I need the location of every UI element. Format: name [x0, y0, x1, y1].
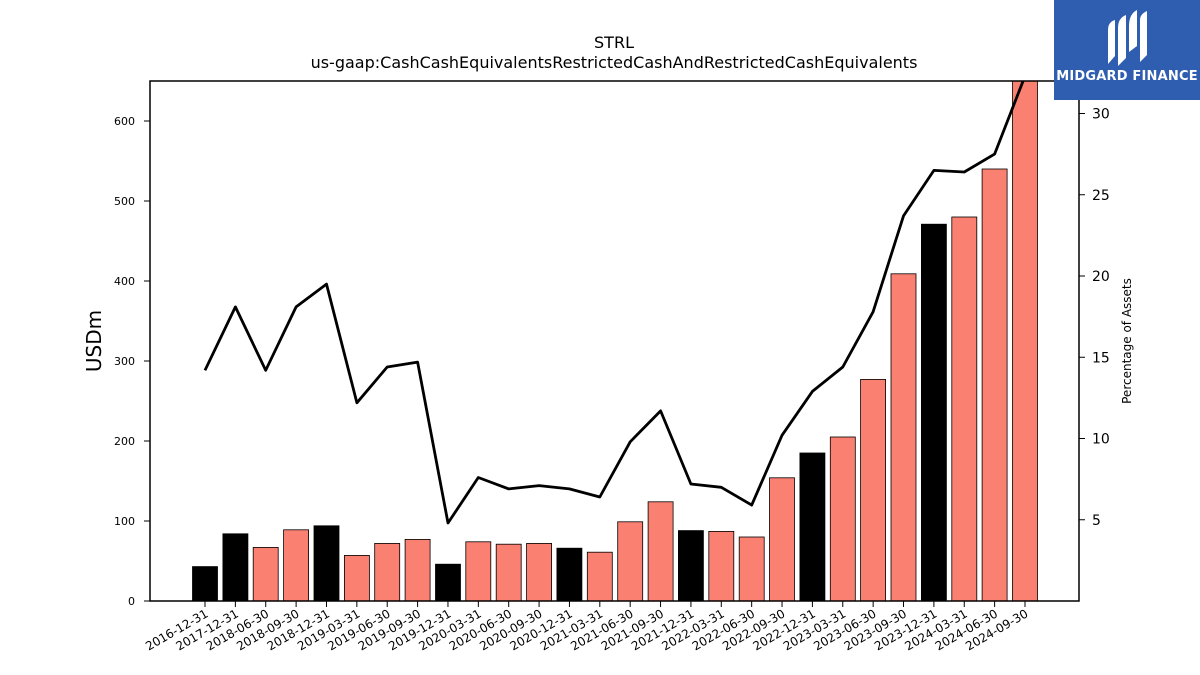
y-tick-label: 0 [128, 595, 135, 608]
plot-frame [149, 80, 1080, 602]
chart-title: STRL [594, 33, 634, 52]
bar-2021-12-31 [678, 530, 704, 602]
bar-2020-06-30 [495, 543, 522, 602]
bar-2023-06-30 [860, 378, 886, 602]
y-tick-label: 500 [114, 195, 135, 208]
bar-2021-03-31 [586, 551, 613, 602]
bar-2022-06-30 [738, 536, 765, 602]
bar-2023-09-30 [890, 273, 917, 602]
bar-2021-06-30 [617, 521, 644, 602]
bar-2022-09-30 [769, 477, 795, 602]
y-tick-label: 600 [114, 115, 135, 128]
bar-2023-03-31 [829, 436, 856, 602]
bar-2018-09-30 [283, 529, 310, 602]
y2-tick-label: 15 [1092, 350, 1110, 366]
logo-mark-icon [1108, 10, 1147, 66]
bar-2019-06-30 [374, 543, 401, 602]
bar-2018-12-31 [313, 525, 340, 602]
y2-axis-label: Percentage of Assets [1120, 278, 1134, 404]
chart-subtitle: us-gaap:CashCashEquivalentsRestrictedCas… [311, 53, 918, 72]
logo-text: MIDGARD FINANCE [1056, 69, 1198, 84]
y2-tick-label: 20 [1092, 269, 1110, 285]
y-tick-label: 200 [114, 435, 135, 448]
y-tick-label: 100 [114, 515, 135, 528]
bar-2021-09-30 [647, 501, 674, 602]
right-axis: 5 10 15 20 25 30 [1079, 107, 1110, 529]
bar-2022-12-31 [799, 452, 826, 602]
brand-logo: MIDGARD FINANCE [1054, 0, 1200, 100]
bar-2024-06-30 [981, 168, 1008, 602]
bar-2020-03-31 [465, 541, 492, 602]
bar-2020-09-30 [526, 543, 552, 602]
line-group [203, 81, 1025, 525]
left-axis: 0 100 200 300 400 500 600 [114, 115, 150, 608]
y2-tick-label: 5 [1092, 513, 1101, 529]
bar-2024-09-30 [1012, 80, 1038, 602]
bar-2023-12-31 [921, 223, 947, 602]
bar-2022-03-31 [708, 531, 735, 602]
bar-2017-12-31 [222, 533, 249, 602]
bar-2018-06-30 [252, 547, 279, 602]
y-tick-label: 300 [114, 355, 135, 368]
bar-2019-12-31 [435, 563, 461, 602]
bar-2019-03-31 [343, 555, 370, 602]
x-axis: 2016-12-312017-12-312018-06-302018-09-30… [143, 601, 1031, 653]
bar-2020-12-31 [556, 547, 583, 602]
y2-tick-label: 10 [1092, 432, 1110, 448]
y2-tick-label: 25 [1092, 188, 1110, 204]
bar-2019-09-30 [404, 539, 431, 602]
y-tick-label: 400 [114, 275, 135, 288]
bars-group [192, 80, 1038, 602]
percentage-line [203, 81, 1025, 525]
y-axis-label: USDm [82, 310, 106, 372]
bar-2016-12-31 [192, 566, 218, 602]
bar-2024-03-31 [951, 216, 978, 602]
y2-tick-label: 30 [1092, 107, 1110, 123]
